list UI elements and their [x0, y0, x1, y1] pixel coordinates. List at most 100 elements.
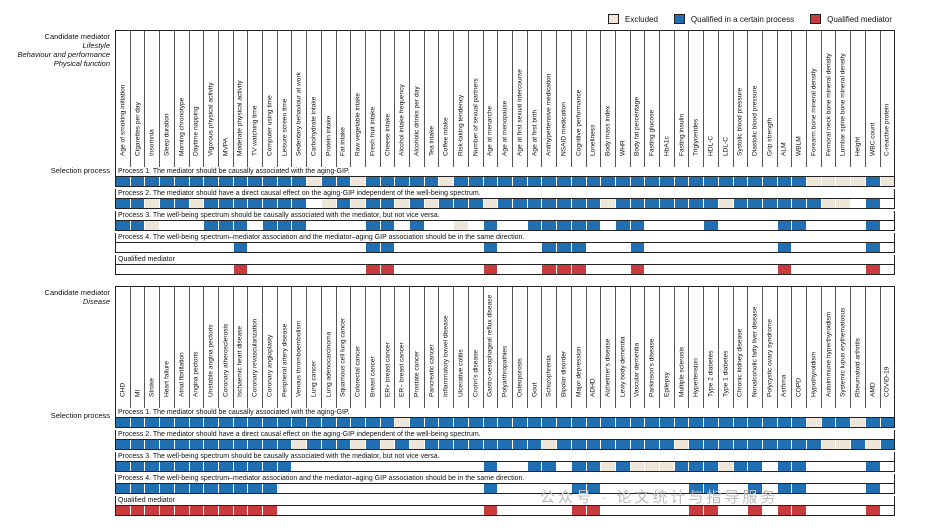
status-cell	[116, 221, 131, 230]
status-cell	[395, 243, 411, 252]
status-cell	[660, 484, 675, 493]
status-cell	[351, 177, 366, 186]
column-header-label: Age at menopause	[501, 100, 509, 156]
status-cell	[748, 506, 763, 515]
column-header: Morning chronotype	[175, 31, 190, 167]
column-header: Protein intake	[322, 31, 337, 167]
status-cell	[880, 506, 895, 515]
column-header: Lung adenocarcinoma	[322, 287, 337, 408]
status-cell	[410, 177, 425, 186]
status-cell	[880, 265, 895, 274]
status-cell	[365, 243, 381, 252]
status-cell	[130, 506, 146, 515]
status-cell	[777, 462, 793, 471]
column-header-label: Ischaemic heart disease	[236, 325, 244, 397]
column-header: Vascular dementia	[631, 287, 646, 408]
column-header-label: Grip strength	[766, 117, 774, 156]
legend-swatch-mediator	[810, 14, 822, 24]
status-cell	[307, 243, 322, 252]
column-header: Body mass index	[601, 31, 616, 167]
column-header: Alcoholic drinks per day	[410, 31, 425, 167]
status-cell	[439, 484, 455, 493]
column-header-label: Cheese intake	[384, 113, 391, 156]
status-cell	[880, 440, 895, 449]
status-cell	[321, 440, 337, 449]
column-header-label: Coronary revascularization	[251, 318, 259, 397]
column-header-label: C-reactive protein	[883, 103, 891, 156]
status-cell	[498, 265, 513, 274]
status-cell	[233, 462, 249, 471]
status-cell	[527, 243, 543, 252]
status-cell	[321, 462, 337, 471]
status-cell	[336, 462, 352, 471]
status-cell	[454, 440, 469, 449]
column-header: NSAID medication	[557, 31, 572, 167]
column-header: Angina pectoris	[190, 287, 205, 408]
process-title: Process 3. The well-being spectrum shoul…	[115, 452, 895, 461]
status-cell	[248, 440, 264, 449]
status-cell	[292, 418, 308, 427]
status-cell	[336, 199, 352, 208]
panel2-label: Candidate mediator Disease	[0, 288, 110, 306]
status-cell	[851, 177, 866, 186]
status-cell	[718, 199, 734, 208]
status-cell	[424, 199, 440, 208]
column-header: Epilepsy	[660, 287, 675, 408]
status-cell	[615, 199, 631, 208]
status-cell	[792, 418, 808, 427]
status-cell	[821, 418, 837, 427]
status-cell	[145, 484, 161, 493]
column-header-label: Schizophrenia	[545, 355, 553, 397]
column-header: Pancreatic cancer	[425, 287, 440, 408]
status-cell	[704, 440, 719, 449]
status-cell	[321, 243, 337, 252]
column-header: Coronary angioplasty	[263, 287, 278, 408]
status-cell	[380, 199, 396, 208]
status-cell	[615, 440, 631, 449]
column-header-label: NSAID medication	[560, 102, 568, 156]
status-cell	[454, 418, 469, 427]
status-cell	[130, 484, 146, 493]
status-cell	[454, 265, 469, 274]
panel2-column-headers: CHD MI Stroke Heart failure Atrial fibrillat…	[115, 286, 895, 408]
column-header-label: HDL-C	[707, 135, 715, 156]
column-header: Breast cancer	[366, 287, 381, 408]
status-cell	[277, 484, 293, 493]
status-cell	[615, 221, 631, 230]
process-title: Qualified mediator	[115, 255, 895, 264]
status-cell	[439, 221, 455, 230]
column-header-label: Fasting glucose	[648, 109, 656, 156]
status-cell	[571, 199, 587, 208]
column-header-label: MVPA	[222, 137, 230, 156]
column-header-label: Chronic kidney disease	[736, 328, 744, 397]
status-cell	[130, 243, 146, 252]
status-cell	[512, 199, 528, 208]
status-cell	[807, 506, 822, 515]
column-header: CHD	[116, 287, 131, 408]
status-cell	[674, 177, 690, 186]
column-header-label: Moderate physical activity	[236, 80, 244, 157]
status-cell	[160, 243, 175, 252]
status-cell	[718, 440, 734, 449]
column-header-label: Colorectal cancer	[354, 345, 362, 397]
status-cell	[160, 199, 175, 208]
status-cell	[410, 221, 425, 230]
status-cell	[836, 221, 852, 230]
status-cell	[704, 199, 719, 208]
status-cell	[733, 177, 749, 186]
column-header: Heart failure	[160, 287, 175, 408]
status-cell	[601, 484, 616, 493]
column-header-label: Loneliness	[589, 124, 597, 156]
status-cell	[571, 418, 587, 427]
status-cell	[204, 418, 219, 427]
column-header: Major depression	[572, 287, 587, 408]
status-cell	[321, 221, 337, 230]
status-cell	[468, 418, 484, 427]
column-header: Lung cancer	[307, 287, 322, 408]
status-cell	[615, 484, 631, 493]
status-cell	[615, 265, 631, 274]
status-cell	[630, 440, 646, 449]
status-cell	[351, 462, 366, 471]
status-cell	[351, 265, 366, 274]
status-cell	[233, 177, 249, 186]
